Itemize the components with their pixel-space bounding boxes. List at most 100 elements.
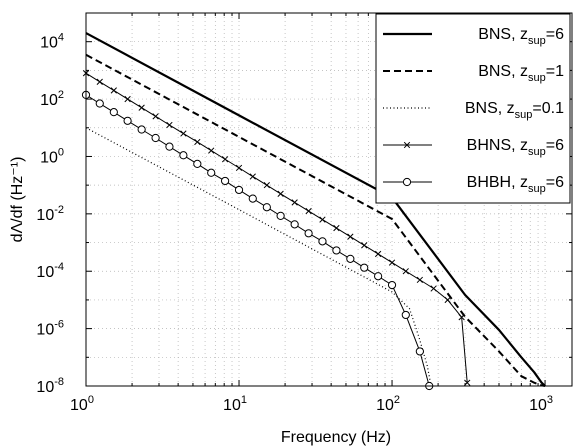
data-point [304,229,313,238]
series-line [85,32,546,387]
series-4 [82,70,471,386]
data-point [194,138,201,146]
marker-x-stroke [444,296,451,304]
legend-label: BNS, zsup=6 [478,26,564,47]
legend-entry: BNS, zsup=1 [383,63,564,84]
data-point [234,185,244,195]
data-point [346,254,355,263]
marker-x-stroke [194,138,201,146]
marker-x-stroke [221,156,229,163]
marker-x-stroke [430,285,437,292]
legend-entry: BHNS, zsup=6 [383,137,564,158]
data-point [262,203,271,212]
data-point [179,151,188,160]
data-point [416,276,424,284]
legend-marker [402,177,412,187]
data-point [110,87,117,94]
data-point [152,113,159,120]
data-point [333,224,340,232]
legend-marker [403,141,411,149]
y-tick-label: 104 [40,32,64,52]
data-point [318,237,327,246]
y-tick-label: 100 [40,146,64,166]
data-point [151,133,160,143]
data-point [138,104,145,111]
data-point [221,156,229,163]
marker-x-stroke [403,141,411,149]
data-point [415,347,424,356]
data-point [305,207,312,215]
data-point [277,190,284,197]
marker-x-stroke [138,104,145,111]
x-tick-label: 101 [223,394,247,414]
data-point [249,173,256,180]
series-line [85,127,432,387]
data-point [220,176,230,186]
series-1 [85,32,546,387]
data-point [276,211,285,220]
marker-x-stroke [333,224,340,232]
marker-x-stroke [347,233,354,240]
marker-x-stroke [96,78,103,85]
data-point [430,285,437,292]
legend-label: BHNS, zsup=6 [467,137,564,158]
y-tick-label: 102 [40,89,64,109]
data-point [361,242,368,249]
data-point [458,314,465,321]
y-tick-label: 10-6 [36,319,64,339]
data-point [291,199,298,206]
data-point [402,268,409,275]
plot-frame [85,12,573,387]
marker-x-stroke [416,276,424,284]
series-2 [85,53,546,387]
data-point [123,116,132,125]
marker-x-stroke [291,199,298,206]
data-point [444,296,451,304]
data-point [180,130,187,137]
data-point [374,272,383,281]
tick-labels: 100 101 102 103 10-8 10-6 10-4 10-2 100 102 104 [36,32,553,414]
series-layer [81,32,546,391]
marker-x-stroke [110,87,117,94]
legend-entry: BNS, zsup=6 [383,26,564,47]
data-point [165,142,174,151]
data-point [319,216,326,223]
data-point [347,233,354,240]
marker-x-stroke [374,250,382,258]
legend: BNS, zsup=6 BNS, zsup=1 BNS, zsup=0.1 BHNS,… [375,13,571,204]
legend-label: BNS, zsup=1 [478,63,564,84]
data-point [235,164,243,172]
x-axis-title: Frequency (Hz) [281,429,391,446]
marker-x-stroke [180,130,187,137]
data-point [263,182,270,189]
legend-label: BHBH, zsup=6 [467,174,564,195]
marker-x-stroke [305,207,312,215]
marker-x-stroke [319,216,326,223]
data-point [332,246,341,255]
y-tick-label: 10-2 [36,204,64,224]
legend-label: BNS, zsup=0.1 [465,100,564,121]
marker-x-stroke [361,242,368,249]
marker-x-stroke [208,147,215,154]
legend-entry: BHBH, zsup=6 [383,174,564,195]
data-point [124,95,131,103]
series-line [85,53,546,387]
marker-x-stroke [277,190,284,197]
data-point [388,259,396,266]
marker-x-stroke [166,121,173,129]
x-tick-label: 100 [70,394,94,414]
data-point [137,125,146,134]
data-point [401,310,410,320]
data-point [109,108,118,117]
y-axis-title: dΛ/df (Hz⁻¹) [9,157,26,243]
marker-x-stroke [388,259,396,266]
y-tick-label: 10-4 [36,261,64,281]
y-tick-label: 10-8 [36,376,64,396]
marker-x-stroke [458,314,465,321]
data-point [207,168,216,177]
data-point [374,250,382,258]
marker-x-stroke [235,164,243,172]
data-point [166,121,173,129]
data-point [193,159,202,169]
